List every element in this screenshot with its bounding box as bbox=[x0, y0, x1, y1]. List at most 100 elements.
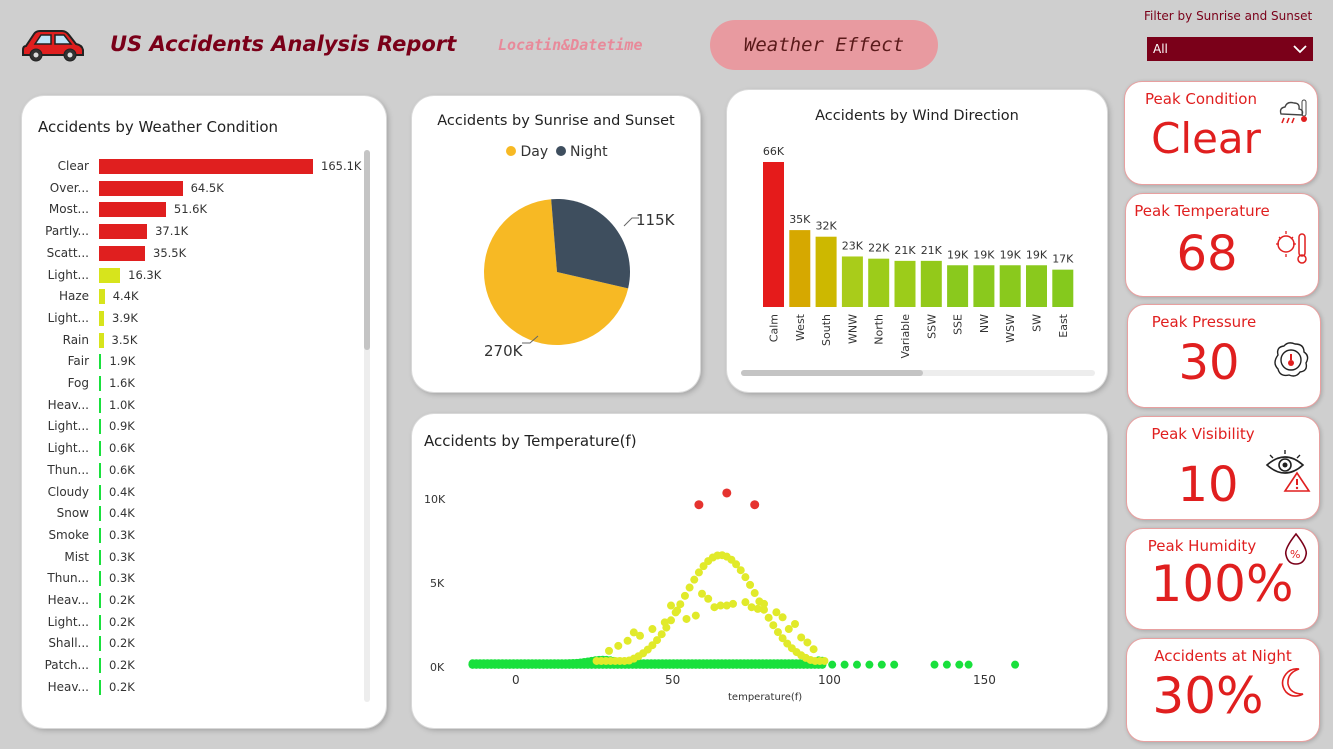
weather-bar-row[interactable]: Smoke 0.3K bbox=[22, 525, 362, 547]
weather-category-label: Light... bbox=[47, 441, 89, 456]
weather-bar-row[interactable]: Thun... 0.6K bbox=[22, 460, 362, 482]
nav-weather-effect[interactable]: Weather Effect bbox=[710, 20, 938, 70]
scatter-point bbox=[699, 562, 708, 571]
wind-category-label: WNW bbox=[846, 314, 859, 344]
weather-icon bbox=[1279, 99, 1307, 124]
wind-bar[interactable] bbox=[841, 256, 863, 307]
weather-value-label: 1.6K bbox=[109, 376, 135, 390]
kpi-peak-condition: Peak Condition Clear bbox=[1124, 81, 1318, 185]
weather-bar bbox=[99, 202, 166, 218]
car-icon bbox=[22, 30, 84, 62]
wind-bar[interactable] bbox=[973, 265, 995, 307]
weather-bar-row[interactable]: Fair 1.9K bbox=[22, 351, 362, 373]
pie-leader-night bbox=[623, 217, 639, 227]
weather-bar bbox=[99, 484, 101, 500]
weather-bar-row[interactable]: Light... 3.9K bbox=[22, 308, 362, 330]
weather-category-label: Over... bbox=[49, 180, 89, 195]
page-title: US Accidents Analysis Report bbox=[110, 32, 457, 56]
scrollbar[interactable] bbox=[364, 150, 370, 702]
weather-value-label: 165.1K bbox=[321, 159, 362, 173]
weather-bar-row[interactable]: Light... 16.3K bbox=[22, 265, 362, 287]
scatter-point bbox=[772, 608, 781, 617]
weather-category-label: Shall... bbox=[48, 636, 89, 651]
wind-bar[interactable] bbox=[763, 162, 784, 307]
temperature-title: Accidents by Temperature(f) bbox=[424, 432, 637, 450]
scatter-point bbox=[877, 660, 886, 669]
pie-leader-day bbox=[522, 335, 539, 344]
legend-night: Night bbox=[570, 144, 608, 160]
legend-day: Day bbox=[520, 144, 549, 160]
wind-category-label: Variable bbox=[899, 314, 912, 359]
weather-bar-row[interactable]: Patch... 0.2K bbox=[22, 655, 362, 677]
weather-bar bbox=[99, 376, 102, 391]
scatter-point bbox=[741, 598, 750, 607]
wind-bar[interactable] bbox=[999, 265, 1021, 307]
scrollbar-thumb[interactable] bbox=[364, 150, 370, 350]
wind-direction-card: Accidents by Wind Direction 66K Calm 35K We… bbox=[727, 90, 1107, 392]
scatter-point bbox=[784, 625, 793, 634]
wind-category-label: SSE bbox=[952, 314, 965, 335]
weather-value-label: 0.2K bbox=[109, 658, 135, 673]
weather-bar-row[interactable]: Light... 0.9K bbox=[22, 416, 362, 438]
weather-bar-row[interactable]: Cloudy 0.4K bbox=[22, 482, 362, 504]
scatter-point bbox=[865, 660, 874, 669]
weather-bar-row[interactable]: Haze 4.4K bbox=[22, 286, 362, 308]
weather-category-label: Scatt... bbox=[46, 245, 89, 260]
weather-bar-row[interactable]: Light... 0.6K bbox=[22, 438, 362, 460]
scatter-point bbox=[691, 611, 700, 620]
weather-bar bbox=[99, 289, 105, 305]
weather-bar-row[interactable]: Rain 3.5K bbox=[22, 330, 362, 352]
weather-bar-row[interactable]: Light... 0.2K bbox=[22, 612, 362, 634]
weather-value-label: 3.9K bbox=[112, 310, 138, 325]
wind-direction-title: Accidents by Wind Direction bbox=[815, 108, 1019, 124]
scatter-point bbox=[803, 638, 812, 647]
nav-location-datetime[interactable]: Locatin&Datetime bbox=[498, 36, 643, 54]
weather-bar bbox=[99, 441, 101, 457]
wind-bar[interactable] bbox=[947, 265, 969, 307]
weather-value-label: 0.9K bbox=[109, 419, 135, 434]
wind-bar[interactable] bbox=[894, 260, 916, 307]
scrollbar-horizontal[interactable] bbox=[741, 370, 1095, 376]
scatter-point bbox=[710, 603, 719, 612]
weather-bar-row[interactable]: Fog 1.6K bbox=[22, 373, 362, 395]
weather-bar-row[interactable]: Heav... 0.2K bbox=[22, 677, 362, 699]
wind-bar[interactable] bbox=[1026, 265, 1047, 307]
weather-bar-row[interactable]: Over... 64.5K bbox=[22, 178, 362, 200]
sunrise-sunset-title: Accidents by Sunrise and Sunset bbox=[437, 113, 675, 129]
weather-bar-row[interactable]: Most... 51.6K bbox=[22, 199, 362, 221]
scatter-point bbox=[660, 618, 669, 627]
wind-bar[interactable] bbox=[789, 230, 811, 307]
kpi-peak-humidity: Peak Humidity 100% % bbox=[1125, 528, 1319, 630]
kpi-value: 100% bbox=[1150, 555, 1294, 613]
weather-bar-row[interactable]: Shall... 0.2K bbox=[22, 633, 362, 655]
wind-bar[interactable] bbox=[920, 260, 942, 307]
wind-bar[interactable] bbox=[815, 236, 837, 307]
scatter-point bbox=[736, 566, 745, 575]
weather-bar-row[interactable]: Partly... 37.1K bbox=[22, 221, 362, 243]
weather-bar-row[interactable]: Heav... 1.0K bbox=[22, 395, 362, 417]
scrollbar-thumb[interactable] bbox=[741, 370, 923, 376]
wind-category-label: North bbox=[873, 314, 886, 345]
weather-bar-row[interactable]: Clear 165.1K bbox=[22, 156, 362, 178]
weather-bar-row[interactable]: Mist 0.3K bbox=[22, 547, 362, 569]
weather-value-label: 37.1K bbox=[155, 224, 189, 239]
wind-category-label: Calm bbox=[768, 314, 781, 342]
weather-category-label: Haze bbox=[58, 289, 89, 304]
weather-bar-row[interactable]: Snow 0.4K bbox=[22, 503, 362, 525]
wind-bar[interactable] bbox=[868, 258, 890, 307]
y-tick: 10K bbox=[424, 493, 446, 506]
filter-dropdown[interactable]: All bbox=[1147, 37, 1313, 61]
weather-bar-row[interactable]: Scatt... 35.5K bbox=[22, 243, 362, 265]
weather-bar-row[interactable]: Heav... 0.2K bbox=[22, 590, 362, 612]
temperature-icon bbox=[1276, 231, 1307, 264]
weather-bar bbox=[99, 679, 101, 695]
weather-bar-row[interactable]: Thun... 0.3K bbox=[22, 568, 362, 590]
scatter-point bbox=[614, 641, 623, 650]
weather-value-label: 3.5K bbox=[111, 332, 138, 347]
wind-bar[interactable] bbox=[1052, 269, 1074, 307]
wind-value-label: 17K bbox=[1052, 253, 1074, 266]
wind-category-label: SSW bbox=[925, 314, 938, 339]
weather-category-label: Light... bbox=[47, 419, 89, 434]
scatter-point bbox=[746, 580, 755, 589]
weather-bar bbox=[99, 354, 102, 370]
